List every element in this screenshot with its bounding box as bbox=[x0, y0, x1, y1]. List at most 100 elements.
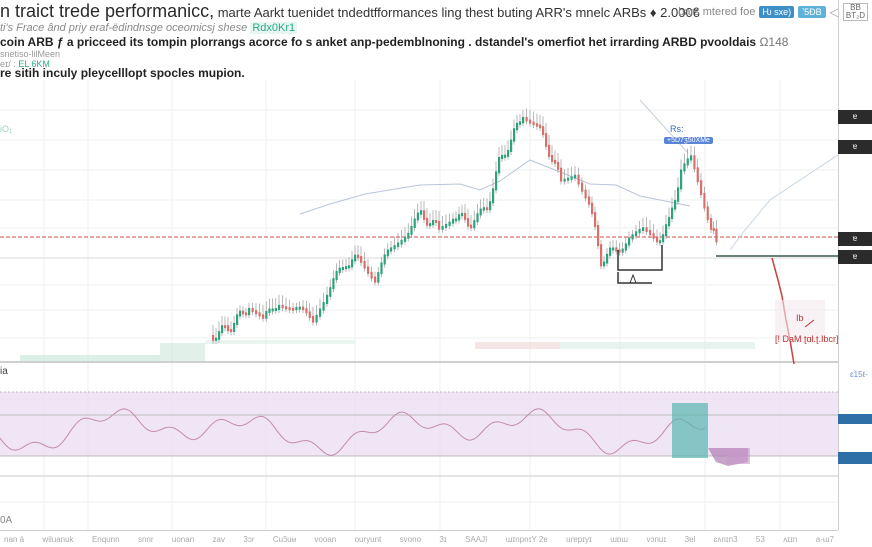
candle bbox=[525, 116, 528, 122]
candle bbox=[635, 231, 638, 237]
candle bbox=[482, 207, 485, 211]
candle bbox=[322, 301, 325, 311]
time-axis-label: svono bbox=[399, 534, 422, 544]
title-main: n traict trede performanicc, bbox=[0, 1, 215, 21]
candle bbox=[305, 308, 308, 314]
candle bbox=[242, 310, 245, 315]
candle bbox=[285, 306, 288, 310]
projection-note: [ǃ DaM ʈɑl.ʈ.Ibcr] bbox=[775, 334, 839, 344]
candle bbox=[416, 212, 419, 221]
candle bbox=[603, 261, 606, 267]
candle bbox=[386, 249, 389, 257]
candle bbox=[690, 155, 693, 161]
annotation-badge[interactable]: +5D7ʒ50XMe bbox=[664, 137, 713, 144]
candle bbox=[507, 149, 510, 157]
candle bbox=[227, 325, 230, 332]
candle bbox=[686, 158, 689, 166]
description-text: coin ARB ƒ a pricceed its tompin plorran… bbox=[0, 35, 757, 49]
candle bbox=[363, 260, 366, 269]
box-top-label: BB bbox=[850, 3, 861, 12]
candle bbox=[567, 177, 570, 181]
candle bbox=[370, 271, 373, 279]
candle bbox=[390, 247, 393, 252]
meta-line-1: snetiso-lilMeen bbox=[0, 49, 61, 59]
candle bbox=[448, 221, 451, 226]
candle bbox=[532, 121, 535, 126]
candle bbox=[335, 271, 338, 281]
candle bbox=[377, 272, 380, 283]
candle bbox=[674, 199, 677, 210]
candle bbox=[712, 227, 715, 231]
title-rest: marte Aarkt tuenidet tndedtfformances li… bbox=[214, 5, 701, 20]
time-axis-label: 3ɔr bbox=[243, 534, 255, 544]
box-bottom-label: BT₂D bbox=[845, 11, 865, 20]
time-axis-label: zav bbox=[212, 534, 225, 544]
toolbar-chip-2[interactable]: ʼ5ĐB bbox=[798, 6, 826, 18]
candle bbox=[400, 239, 403, 245]
back-icon[interactable]: ◁ bbox=[829, 5, 839, 19]
toolbar: bars mtered foe Ƕ sxe) ʼ5ĐB ◁ BB BT₂D bbox=[678, 3, 868, 21]
candle bbox=[539, 124, 542, 129]
candle bbox=[380, 262, 383, 275]
candle bbox=[479, 208, 482, 216]
toolbar-box-button[interactable]: BB BT₂D bbox=[842, 3, 868, 21]
candle bbox=[397, 242, 400, 248]
meta-green-value[interactable]: EL 6KM bbox=[18, 59, 50, 69]
candle bbox=[570, 176, 573, 180]
candle bbox=[332, 278, 335, 290]
candle bbox=[649, 229, 652, 236]
candle bbox=[281, 304, 284, 309]
candle bbox=[621, 248, 624, 253]
candle bbox=[513, 128, 516, 142]
candle bbox=[615, 247, 618, 252]
bottom-pane-label: 0A bbox=[0, 515, 13, 526]
meta-info: snetiso-lilMeen eɪ/ : EL 6KM bbox=[0, 49, 60, 69]
time-axis-label: vɔnuɪ bbox=[646, 534, 667, 544]
time-axis-label: 3ɐl bbox=[684, 534, 696, 544]
candle bbox=[498, 157, 501, 174]
candle bbox=[360, 256, 363, 263]
candle bbox=[407, 232, 410, 239]
toolbar-chip-1[interactable]: Ƕ sxe) bbox=[759, 6, 795, 18]
time-axis[interactable]: nan á wiluanuk Enqunn snnr uonan zav 3ɔr Cuɔ̃uʉ… bbox=[0, 530, 838, 547]
candle bbox=[680, 169, 683, 190]
candle bbox=[298, 306, 301, 310]
candle bbox=[374, 276, 377, 283]
candle bbox=[345, 266, 348, 270]
annotation-label: Rs: bbox=[670, 124, 684, 134]
candle bbox=[239, 310, 242, 317]
time-axis-label: uɾɐpɪyɪ bbox=[566, 534, 592, 544]
candle bbox=[435, 219, 438, 223]
candle bbox=[652, 233, 655, 239]
candle bbox=[522, 116, 525, 124]
candle bbox=[597, 225, 600, 247]
candle bbox=[588, 196, 591, 205]
candle bbox=[452, 218, 455, 224]
candle bbox=[606, 253, 609, 264]
subtitle: ti's Frace ând priy eraf-ëdindnsge oceom… bbox=[0, 22, 298, 34]
price-axis[interactable] bbox=[838, 0, 872, 530]
candle bbox=[224, 325, 227, 329]
candle bbox=[308, 311, 311, 318]
candle bbox=[393, 245, 396, 250]
time-axis-label: nan á bbox=[4, 534, 25, 544]
time-axis-label: a-ɯ7 bbox=[815, 534, 834, 544]
candle bbox=[248, 307, 251, 316]
oscillator-line bbox=[0, 408, 706, 456]
candle bbox=[348, 265, 351, 269]
candle bbox=[326, 294, 329, 304]
time-axis-label: ɯɪnpnɪY 2ɐ bbox=[505, 534, 548, 544]
time-axis-label: wiluanuk bbox=[42, 534, 74, 544]
candle bbox=[671, 207, 674, 220]
time-axis-label: Enqunn bbox=[91, 534, 120, 544]
candle bbox=[563, 178, 566, 182]
candle bbox=[236, 314, 239, 325]
candle bbox=[545, 133, 548, 147]
candle bbox=[278, 304, 281, 311]
candle bbox=[473, 220, 476, 229]
candle bbox=[413, 218, 416, 229]
candle bbox=[577, 174, 580, 185]
subtitle-tag[interactable]: Rdx0Kr1 bbox=[250, 22, 298, 34]
candle bbox=[489, 201, 492, 211]
